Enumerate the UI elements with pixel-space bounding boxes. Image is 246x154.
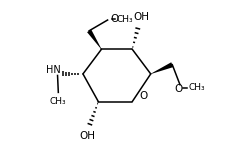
Text: OH: OH bbox=[134, 12, 150, 22]
Text: CH₃: CH₃ bbox=[116, 15, 133, 24]
Text: O: O bbox=[139, 91, 147, 101]
Text: HN: HN bbox=[46, 65, 61, 75]
Text: OH: OH bbox=[79, 131, 96, 141]
Text: CH₃: CH₃ bbox=[49, 97, 66, 106]
Polygon shape bbox=[151, 62, 173, 74]
Text: O: O bbox=[174, 84, 183, 93]
Text: O: O bbox=[110, 14, 118, 24]
Text: CH₃: CH₃ bbox=[188, 83, 205, 92]
Polygon shape bbox=[87, 29, 102, 49]
